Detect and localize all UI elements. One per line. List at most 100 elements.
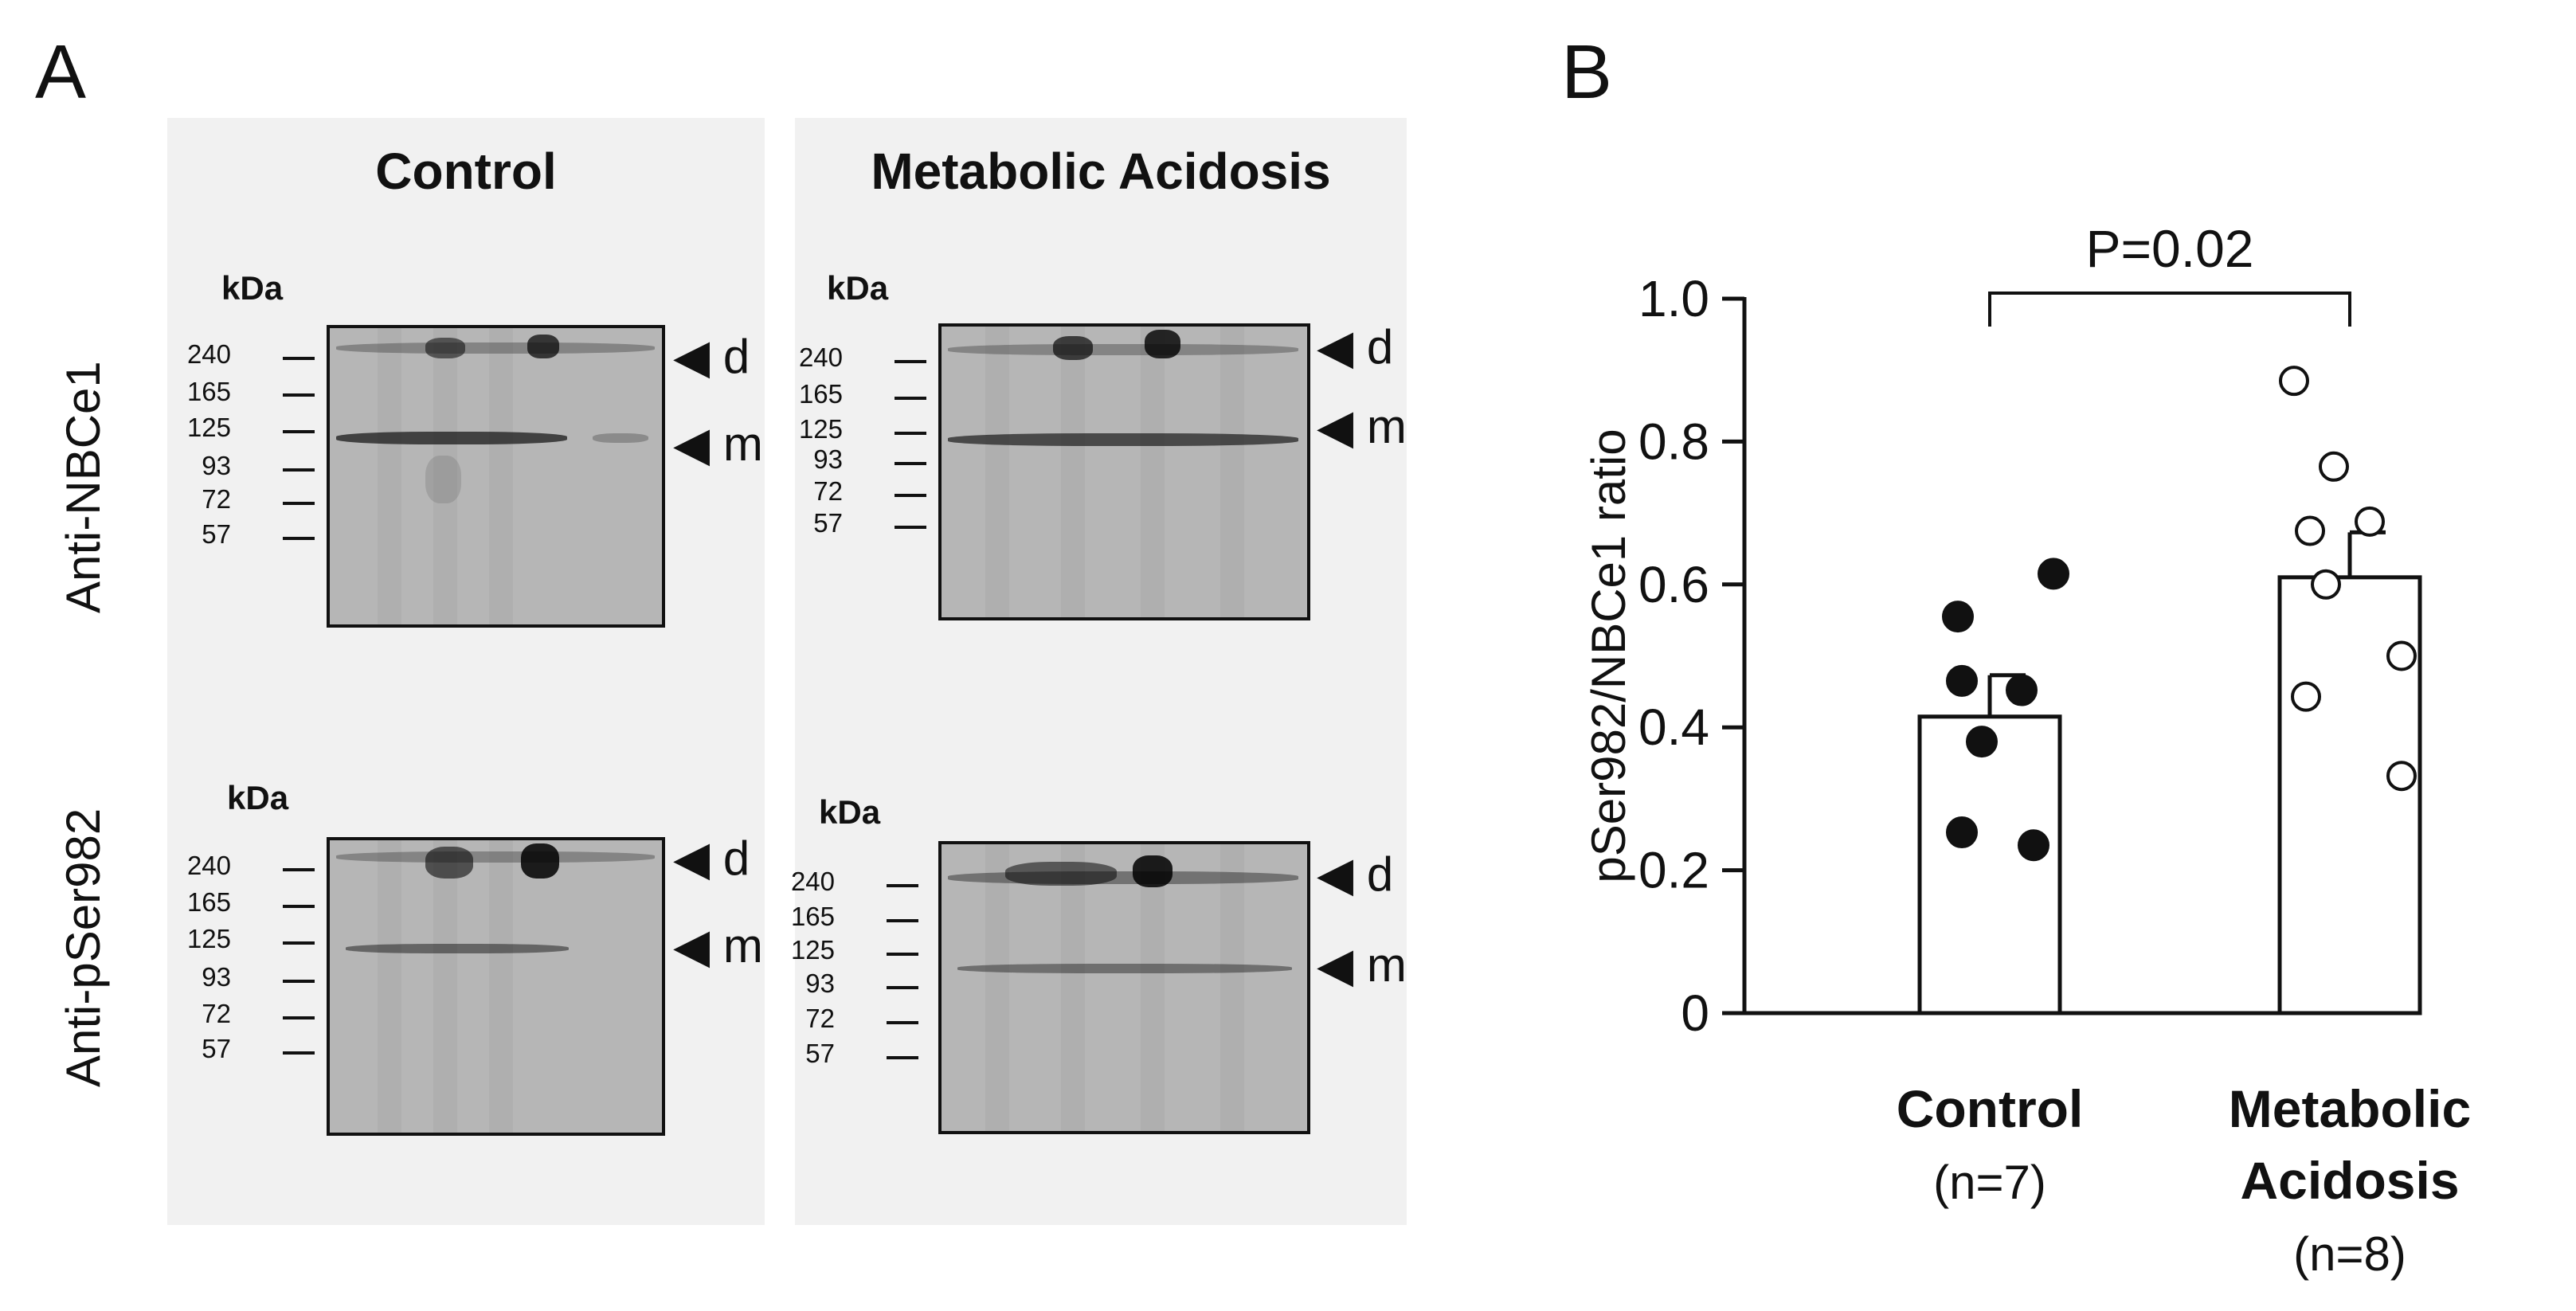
data-point	[2319, 451, 2349, 482]
marker-72: 72	[202, 999, 231, 1028]
band-label-d: d	[1366, 847, 1394, 901]
marker-dash	[895, 360, 926, 363]
data-point	[2279, 366, 2309, 397]
marker-165: 165	[186, 887, 231, 917]
marker-dash	[887, 986, 918, 989]
band-label-m: m	[1366, 400, 1407, 453]
data-point	[2386, 761, 2417, 792]
blot-group-control: Control kDa 240 165 125 93 72 57 ◀ d ◀ m…	[167, 118, 765, 1225]
data-point	[1942, 601, 1974, 633]
data-point	[2038, 558, 2069, 590]
group-title-metabolic-acidosis: Metabolic Acidosis	[871, 143, 1331, 200]
blot-acidosis-pser982	[938, 841, 1310, 1134]
marker-72: 72	[805, 1004, 835, 1033]
marker-240: 240	[790, 867, 835, 896]
marker-57: 57	[202, 1034, 231, 1063]
panel-a-letter: A	[35, 29, 87, 115]
y-tick-label: 0.8	[1638, 413, 1709, 470]
marker-125: 125	[186, 413, 231, 442]
y-tick-label: 0.4	[1638, 699, 1709, 756]
blot-control-nbce1	[327, 325, 665, 628]
marker-dash	[895, 494, 926, 497]
band-label-m: m	[1366, 938, 1407, 992]
marker-dash	[283, 941, 315, 945]
data-point	[2291, 681, 2321, 712]
data-point	[1966, 726, 1998, 758]
arrow-m-acidosis-nbce1: ◀ m	[1317, 400, 1407, 453]
data-point	[1946, 816, 1978, 849]
marker-240: 240	[186, 851, 231, 880]
data-point	[2355, 506, 2385, 537]
arrow-d-control-pser982: ◀ d	[673, 832, 750, 885]
data-point	[1946, 664, 1978, 697]
marker-dash	[283, 905, 315, 908]
data-point	[2311, 569, 2341, 600]
kda-label: kDa	[827, 269, 889, 307]
row-label-pser982: Anti-pSer982	[57, 808, 110, 1087]
marker-dash	[887, 919, 918, 922]
marker-240: 240	[798, 342, 843, 372]
data-point	[2018, 829, 2049, 862]
marker-57: 57	[805, 1039, 835, 1068]
marker-dash	[283, 468, 315, 472]
y-tick-label: 0.2	[1638, 842, 1709, 899]
significance-label: P=0.02	[2085, 219, 2253, 278]
arrow-m-control-pser982: ◀ m	[673, 919, 763, 972]
band-label-m: m	[722, 919, 763, 972]
x-category-label: Metabolic	[2229, 1079, 2471, 1138]
marker-dash	[283, 537, 315, 540]
band-label-d: d	[722, 832, 750, 885]
arrow-m-acidosis-pser982: ◀ m	[1317, 938, 1407, 992]
marker-165: 165	[186, 377, 231, 406]
kda-label: kDa	[227, 779, 289, 816]
marker-dash	[283, 1051, 315, 1055]
marker-72: 72	[813, 476, 843, 506]
marker-dash	[283, 1016, 315, 1019]
arrow-d-acidosis-pser982: ◀ d	[1317, 847, 1394, 901]
bar-chart: 0 0.2 0.4 0.6 0.8 1.0 pSer982/NBCe1 ratio Contr…	[1582, 219, 2471, 1281]
marker-dash	[895, 432, 926, 435]
x-category-label: Control	[1897, 1079, 2084, 1138]
marker-dash	[283, 502, 315, 505]
x-category-n-label: (n=7)	[1933, 1156, 2046, 1209]
blot-acidosis-nbce1	[938, 323, 1310, 620]
x-category-label: Acidosis	[2240, 1151, 2459, 1210]
group-title-control: Control	[375, 143, 557, 200]
marker-dash	[895, 397, 926, 400]
x-category-n-label: (n=8)	[2293, 1227, 2406, 1281]
marker-240: 240	[186, 339, 231, 369]
marker-57: 57	[202, 519, 231, 549]
marker-93: 93	[202, 451, 231, 480]
marker-57: 57	[813, 508, 843, 538]
marker-125: 125	[798, 414, 843, 444]
band-label-d: d	[1366, 320, 1394, 374]
marker-72: 72	[202, 484, 231, 514]
blot-group-metabolic-acidosis: Metabolic Acidosis kDa 240 165 125 93 72…	[791, 118, 1407, 1225]
marker-dash	[283, 430, 315, 433]
marker-dash	[887, 1056, 918, 1059]
marker-dash	[895, 526, 926, 529]
marker-93: 93	[813, 444, 843, 474]
y-tick-label: 0	[1681, 984, 1709, 1042]
data-point	[2295, 515, 2325, 546]
band-label-m: m	[722, 417, 763, 471]
significance-bracket	[1988, 292, 2351, 327]
marker-125: 125	[790, 935, 835, 965]
marker-93: 93	[805, 969, 835, 998]
marker-dash	[283, 980, 315, 983]
marker-dash	[887, 1021, 918, 1024]
data-point	[2006, 674, 2038, 706]
arrow-d-acidosis-nbce1: ◀ d	[1317, 320, 1394, 374]
marker-165: 165	[790, 902, 835, 931]
marker-165: 165	[798, 379, 843, 409]
marker-dash	[887, 953, 918, 956]
data-point	[2386, 640, 2417, 671]
y-tick-label: 0.6	[1638, 556, 1709, 613]
y-axis-label: pSer982/NBCe1 ratio	[1582, 429, 1635, 882]
marker-dash	[283, 868, 315, 871]
marker-dash	[895, 462, 926, 465]
blot-control-pser982	[327, 837, 665, 1136]
marker-dash	[887, 884, 918, 887]
marker-125: 125	[186, 924, 231, 953]
arrow-d-control-nbce1: ◀ d	[673, 330, 750, 383]
